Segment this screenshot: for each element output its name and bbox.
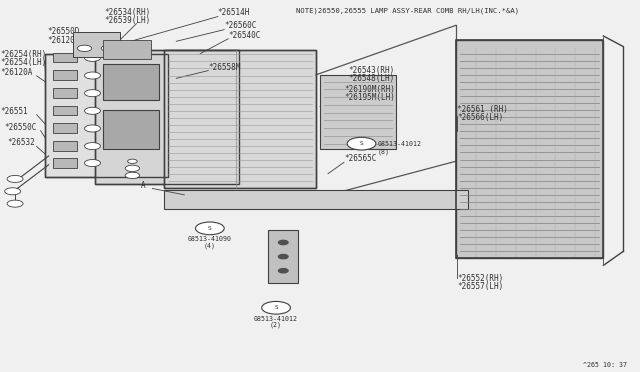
Text: 08513-41012: 08513-41012 (254, 315, 298, 321)
Text: *26514H: *26514H (218, 8, 250, 17)
Circle shape (84, 90, 100, 97)
Circle shape (347, 137, 376, 150)
Text: S: S (360, 141, 364, 146)
Circle shape (278, 269, 288, 273)
Bar (52, 106, 77, 115)
Circle shape (195, 222, 224, 235)
Text: *26550C: *26550C (4, 122, 37, 132)
Text: *26195M(LH): *26195M(LH) (344, 93, 395, 102)
Text: *26552(RH): *26552(RH) (458, 274, 504, 283)
Bar (52, 158, 77, 169)
Bar (320, 75, 396, 149)
Text: *26543(RH): *26543(RH) (348, 66, 394, 75)
Bar (164, 50, 316, 188)
Circle shape (84, 160, 100, 167)
Circle shape (84, 125, 100, 132)
Bar (103, 39, 151, 59)
Text: ^265 10: 37: ^265 10: 37 (583, 362, 627, 368)
Bar (52, 70, 77, 80)
Bar (456, 39, 604, 259)
Bar (72, 32, 120, 57)
Text: *26560C: *26560C (224, 21, 257, 30)
Bar (164, 50, 316, 188)
Text: *26190M(RH): *26190M(RH) (344, 86, 395, 94)
Text: *26565C: *26565C (344, 154, 376, 163)
Text: *26551: *26551 (1, 107, 28, 116)
Text: *26120A: *26120A (47, 36, 79, 45)
Circle shape (125, 172, 140, 179)
Bar (103, 64, 159, 100)
Circle shape (84, 107, 100, 114)
Text: *26539(LH): *26539(LH) (104, 16, 150, 25)
Bar (45, 54, 168, 177)
Bar (52, 88, 77, 98)
Circle shape (125, 165, 140, 171)
Bar (52, 52, 77, 62)
Circle shape (278, 254, 288, 259)
Text: *26254(LH): *26254(LH) (1, 58, 47, 67)
Text: *26550D: *26550D (47, 27, 79, 36)
Circle shape (101, 45, 116, 51)
Text: *26557(LH): *26557(LH) (458, 282, 504, 291)
Bar (268, 230, 298, 283)
Circle shape (84, 54, 100, 61)
Bar (45, 54, 168, 177)
Text: *26254(RH): *26254(RH) (1, 50, 47, 59)
Text: *26540C: *26540C (228, 31, 260, 40)
Bar (52, 123, 77, 133)
Text: 08513-41012: 08513-41012 (378, 141, 422, 147)
Bar (95, 50, 239, 184)
Bar (95, 50, 239, 184)
Text: (8): (8) (378, 148, 390, 155)
Text: A: A (140, 181, 145, 190)
Text: S: S (274, 305, 278, 310)
Text: *26532: *26532 (7, 138, 35, 147)
Circle shape (4, 188, 20, 195)
Circle shape (127, 159, 137, 163)
Text: *26566(LH): *26566(LH) (458, 113, 504, 122)
Circle shape (84, 142, 100, 150)
Text: (2): (2) (270, 322, 282, 328)
Text: *26558M: *26558M (208, 62, 241, 71)
Circle shape (7, 176, 23, 183)
Text: (4): (4) (204, 243, 216, 249)
Text: *26548(LH): *26548(LH) (348, 74, 394, 83)
Bar (103, 110, 159, 149)
Text: NOTE)26550,26555 LAMP ASSY-REAR COMB RH/LH(INC.*&A): NOTE)26550,26555 LAMP ASSY-REAR COMB RH/… (296, 8, 520, 14)
Bar (456, 39, 604, 259)
Text: *26534(RH): *26534(RH) (104, 8, 150, 17)
Bar (164, 189, 468, 209)
Circle shape (84, 72, 100, 79)
Circle shape (77, 45, 92, 51)
Bar (52, 141, 77, 151)
Text: 08513-41090: 08513-41090 (188, 236, 232, 242)
Circle shape (262, 301, 291, 314)
Circle shape (7, 200, 23, 207)
Text: *26120A: *26120A (1, 68, 33, 77)
Circle shape (278, 240, 288, 245)
Text: S: S (208, 226, 212, 231)
Text: *26561 (RH): *26561 (RH) (458, 105, 508, 114)
